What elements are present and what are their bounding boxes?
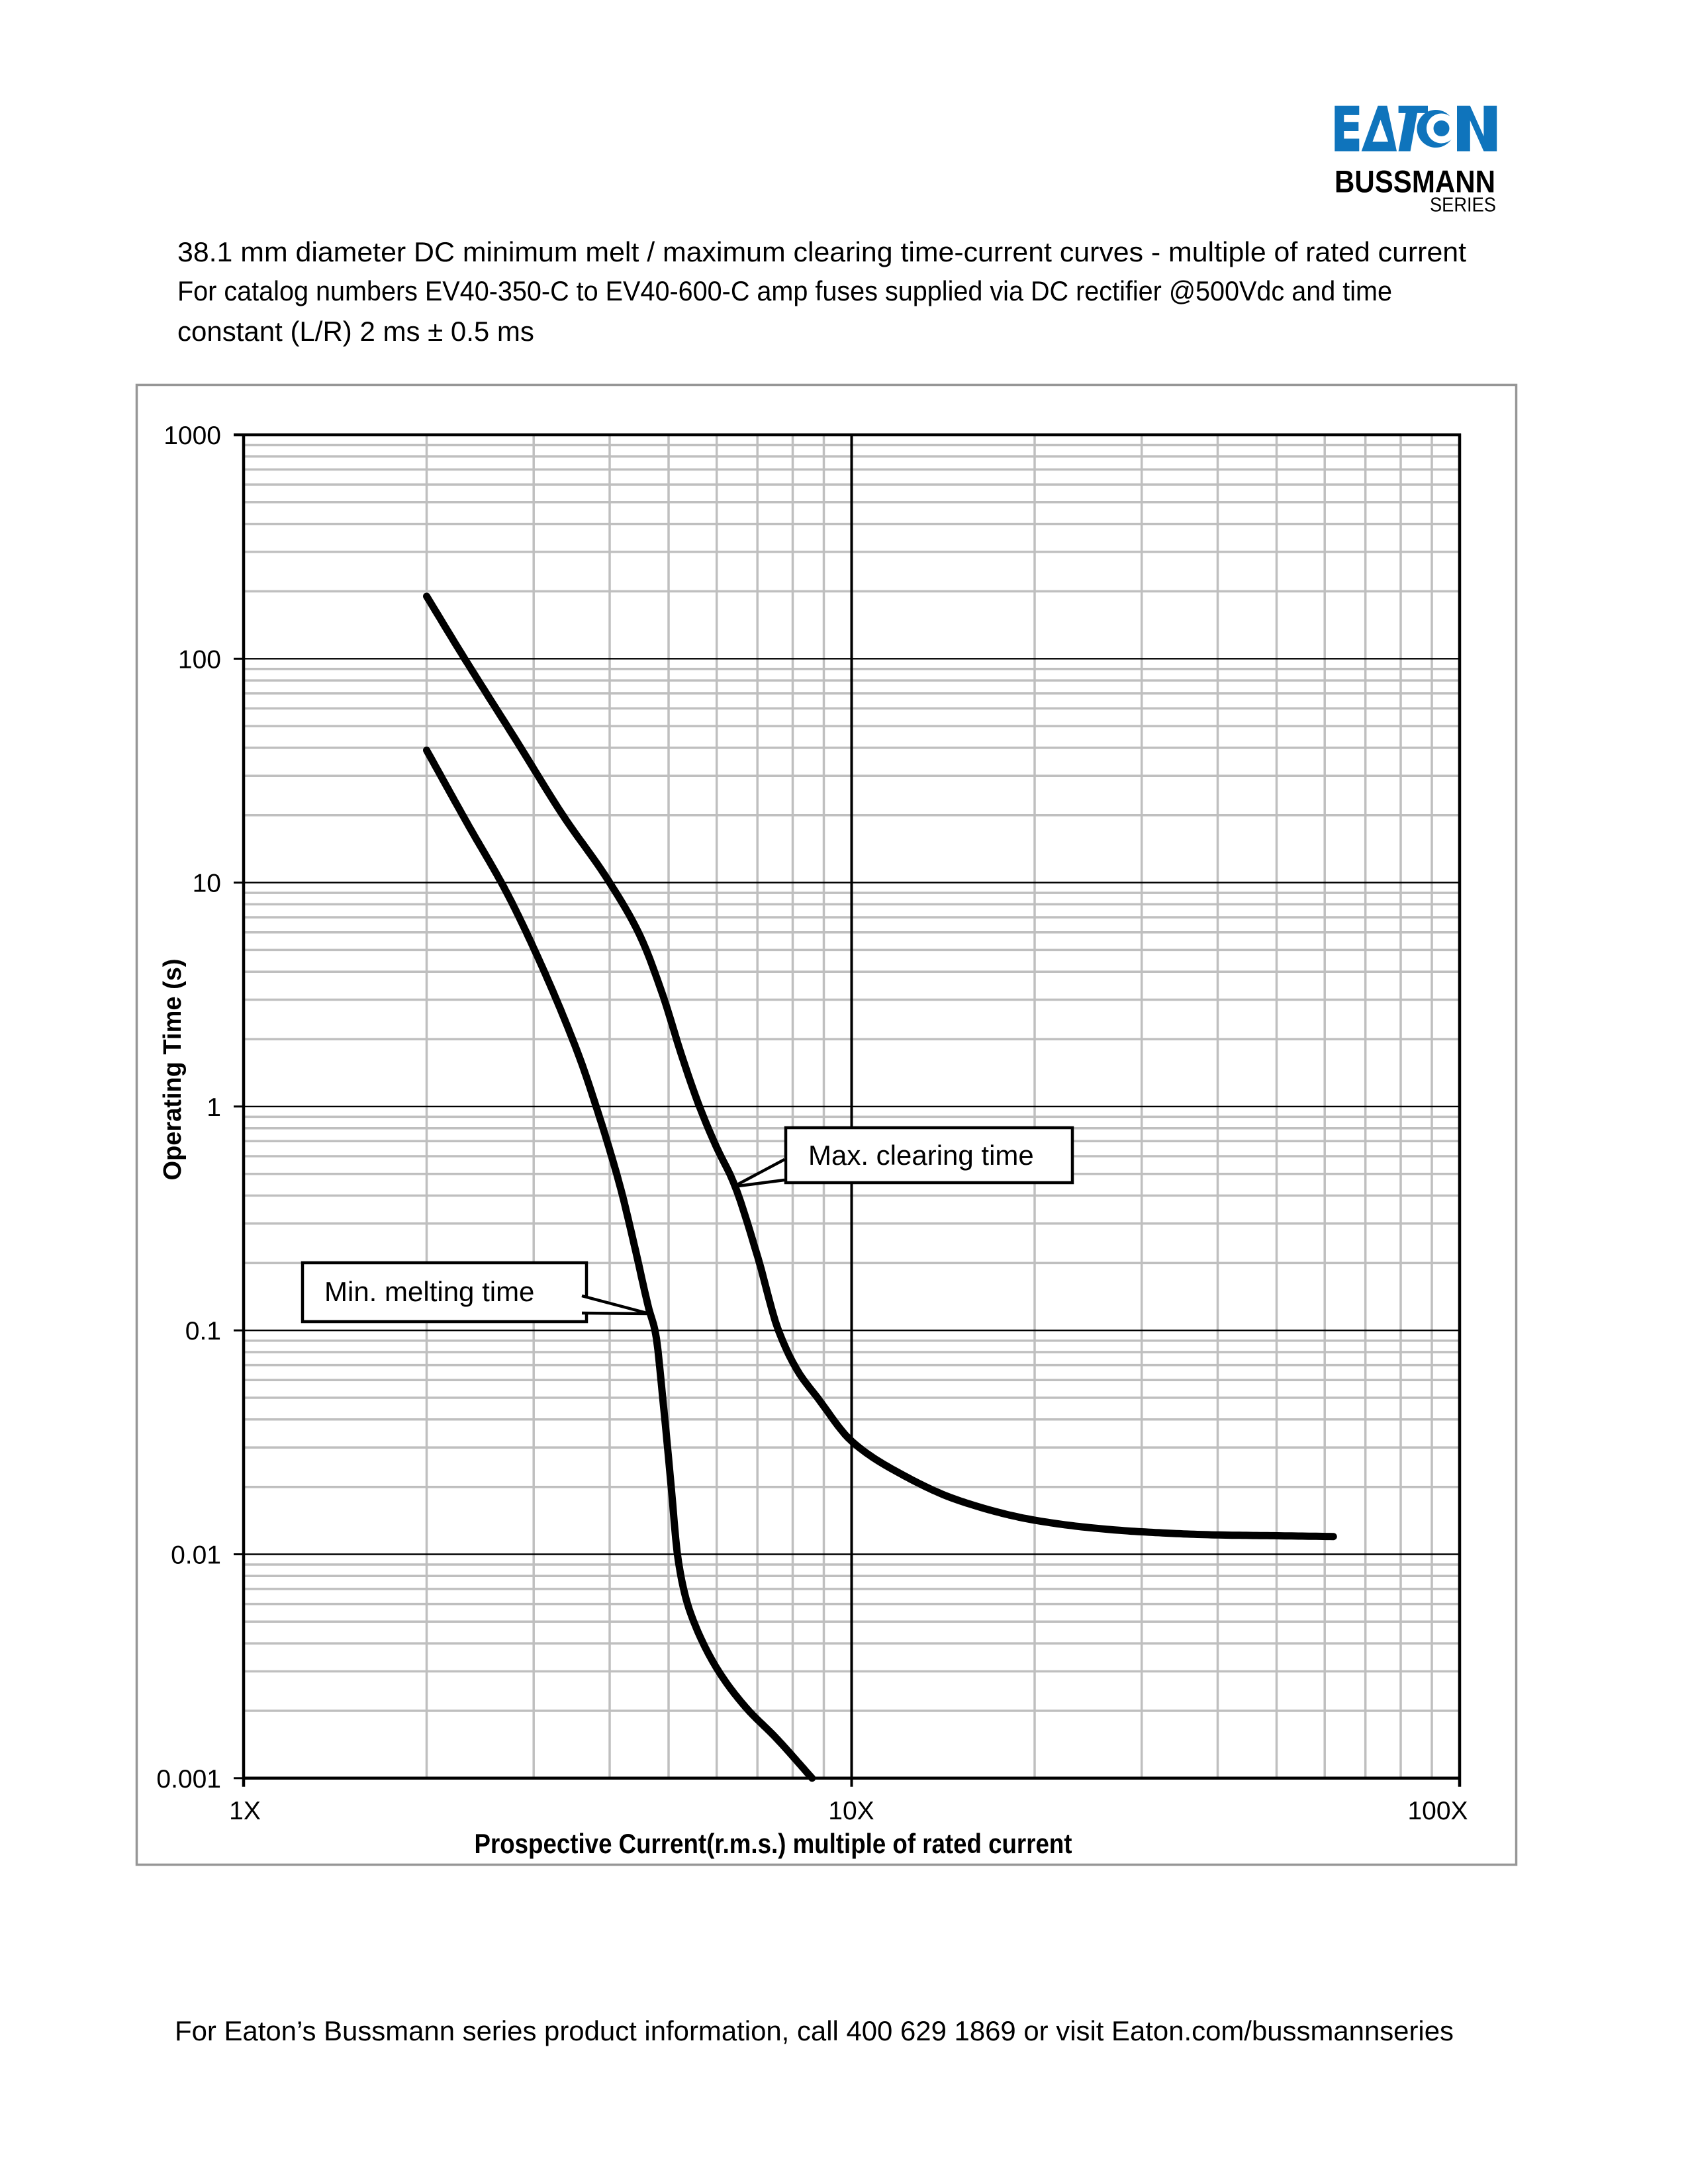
svg-text:1000: 1000 xyxy=(164,422,221,450)
svg-text:1X: 1X xyxy=(229,1797,261,1825)
svg-text:Max. clearing time: Max. clearing time xyxy=(808,1140,1034,1171)
svg-text:10: 10 xyxy=(193,870,221,898)
svg-text:For Eaton’s Bussmann series pr: For Eaton’s Bussmann series product info… xyxy=(175,2015,1454,2046)
svg-text:For catalog numbers EV40-350-C: For catalog numbers EV40-350-C to EV40-6… xyxy=(177,275,1392,306)
svg-text:BUSSMANN: BUSSMANN xyxy=(1335,163,1495,199)
svg-text:100X: 100X xyxy=(1407,1797,1468,1825)
svg-text:constant (L/R) 2 ms ± 0.5 ms: constant (L/R) 2 ms ± 0.5 ms xyxy=(177,316,534,347)
svg-text:Prospective Current(r.m.s.) mu: Prospective Current(r.m.s.) multiple of … xyxy=(475,1828,1072,1859)
svg-text:0.01: 0.01 xyxy=(171,1541,221,1570)
svg-text:0.1: 0.1 xyxy=(185,1317,221,1345)
svg-text:0.001: 0.001 xyxy=(156,1765,221,1794)
svg-text:Min. melting time: Min. melting time xyxy=(324,1276,534,1307)
svg-text:100: 100 xyxy=(178,645,221,674)
svg-text:SERIES: SERIES xyxy=(1430,193,1496,216)
svg-text:10X: 10X xyxy=(828,1797,874,1825)
svg-text:Operating Time (s): Operating Time (s) xyxy=(159,958,187,1180)
svg-text:1: 1 xyxy=(207,1093,221,1122)
svg-text:38.1 mm diameter DC minimum me: 38.1 mm diameter DC minimum melt / maxim… xyxy=(177,236,1466,267)
